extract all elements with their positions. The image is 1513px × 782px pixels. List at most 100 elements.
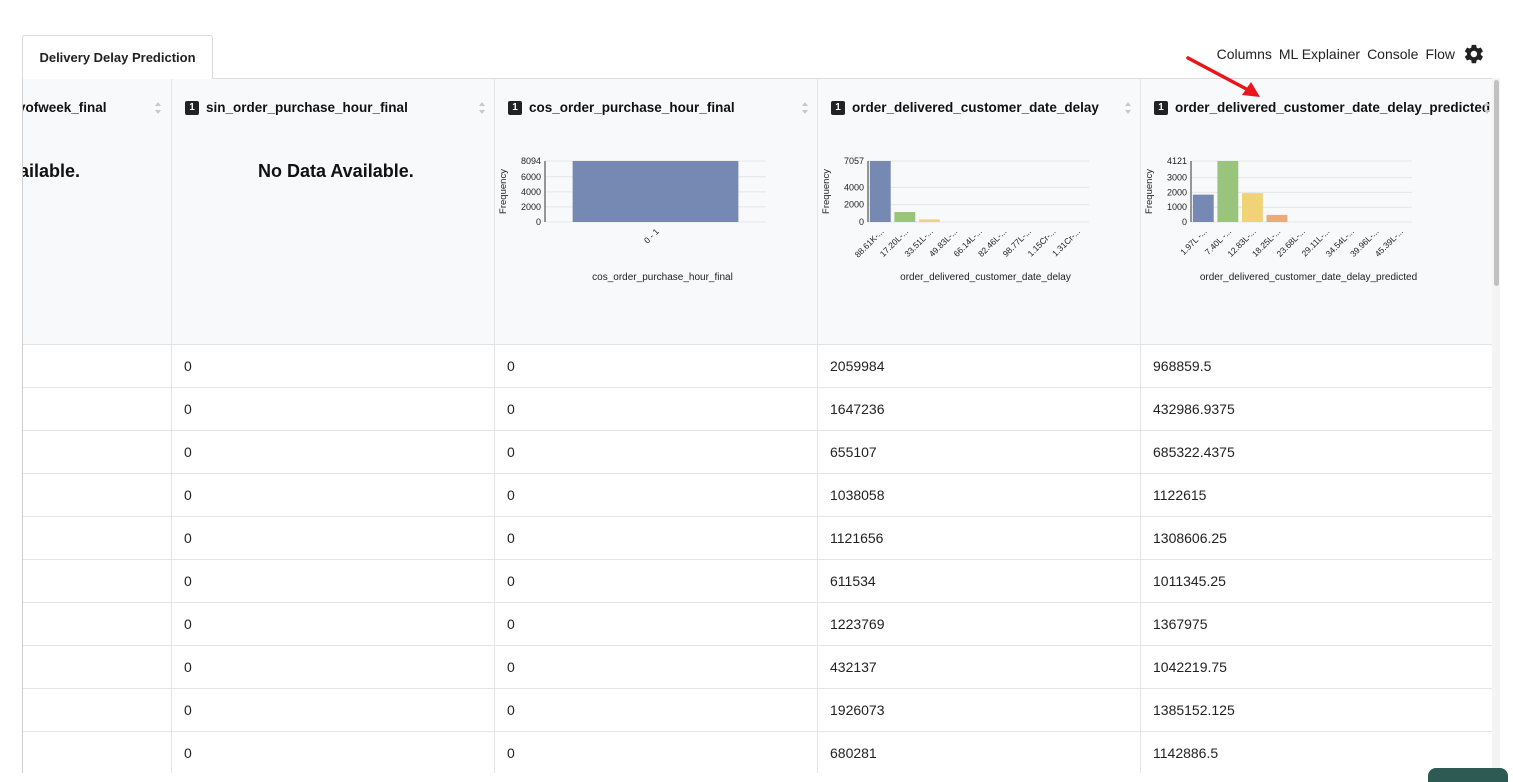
table-cell[interactable]	[23, 431, 171, 474]
table-cell[interactable]	[23, 689, 171, 732]
chat-widget-button[interactable]	[1428, 768, 1508, 782]
table-cell[interactable]: 0	[172, 732, 494, 773]
table-cell[interactable]: 1042219.75	[1141, 646, 1500, 689]
y-tick-label: 2000	[1167, 187, 1187, 197]
table-cell[interactable]: 1926073	[818, 689, 1140, 732]
sort-icon[interactable]	[154, 101, 162, 115]
table-cell[interactable]: 0	[495, 474, 817, 517]
ml-explainer-link[interactable]: ML Explainer	[1278, 46, 1361, 62]
table-cell[interactable]: 0	[495, 517, 817, 560]
y-tick-label: 2000	[844, 200, 864, 210]
table-cell[interactable]: 0	[495, 560, 817, 603]
columns-link[interactable]: Columns	[1216, 46, 1272, 62]
data-grid: yofweek_final ailable. 1 sin_order_purcha…	[22, 78, 1500, 773]
table-cell[interactable]: 1038058	[818, 474, 1140, 517]
table-cell[interactable]: 0	[172, 431, 494, 474]
table-cell[interactable]: 0	[495, 431, 817, 474]
console-link[interactable]: Console	[1367, 46, 1419, 62]
table-cell[interactable]	[23, 517, 171, 560]
column-cells	[23, 345, 171, 773]
histogram-bar[interactable]	[572, 161, 739, 222]
table-cell[interactable]: 1647236	[818, 388, 1140, 431]
table-cell[interactable]: 0	[172, 689, 494, 732]
flow-link[interactable]: Flow	[1425, 46, 1455, 62]
table-cell[interactable]: 0	[172, 517, 494, 560]
table-cell[interactable]: 1121656	[818, 517, 1140, 560]
vertical-scrollbar-thumb[interactable]	[1494, 80, 1499, 286]
tab-delivery-delay-prediction[interactable]: Delivery Delay Prediction	[22, 35, 213, 79]
table-cell[interactable]: 685322.4375	[1141, 431, 1500, 474]
histogram-chart: 020004000705788.61K-...17.20L-...33.51L-…	[821, 156, 1089, 283]
table-cell[interactable]: 0	[172, 646, 494, 689]
sort-icon[interactable]	[478, 101, 486, 115]
top-nav: Columns ML Explainer Console Flow	[1217, 40, 1485, 68]
histogram-bar[interactable]	[869, 161, 891, 222]
sort-icon[interactable]	[1124, 101, 1132, 115]
table-cell[interactable]: 0	[172, 474, 494, 517]
vertical-scrollbar-track[interactable]	[1492, 78, 1500, 773]
table-cell[interactable]: 680281	[818, 732, 1140, 773]
table-cell[interactable]: 0	[495, 388, 817, 431]
table-cell[interactable]: 0	[495, 603, 817, 646]
table-cell[interactable]: 1122615	[1141, 474, 1500, 517]
histogram-bar[interactable]	[918, 219, 940, 222]
table-cell[interactable]	[23, 474, 171, 517]
table-cell[interactable]: 0	[172, 603, 494, 646]
numeric-type-icon: 1	[185, 100, 199, 115]
histogram-bar[interactable]	[1192, 194, 1214, 222]
table-cell[interactable]: 1142886.5	[1141, 732, 1500, 773]
table-cell[interactable]: 0	[172, 560, 494, 603]
sort-icon[interactable]	[801, 101, 809, 115]
table-cell[interactable]: 2059984	[818, 345, 1140, 388]
column-header[interactable]: 1 order_delivered_customer_date_delay 0 20…	[818, 79, 1140, 345]
table-cell[interactable]: 0	[495, 689, 817, 732]
column-header[interactable]: 1 order_delivered_customer_date_delay_pre…	[1141, 79, 1500, 345]
column-header[interactable]: 1 cos_order_purchase_hour_final 0 2000 4000…	[495, 79, 817, 345]
table-cell[interactable]: 432137	[818, 646, 1140, 689]
table-cell[interactable]	[23, 388, 171, 431]
table-cell[interactable]: 1385152.125	[1141, 689, 1500, 732]
column-dayofweek-final: yofweek_final ailable.	[23, 79, 172, 773]
table-cell[interactable]: 1011345.25	[1141, 560, 1500, 603]
sort-icon[interactable]	[1483, 101, 1491, 115]
column-header[interactable]: 1 sin_order_purchase_hour_final No Data A…	[172, 79, 494, 345]
gear-icon[interactable]	[1463, 43, 1485, 65]
red-arrow-annotation	[1186, 56, 1260, 97]
histogram-bar[interactable]	[1217, 161, 1239, 222]
table-cell[interactable]	[23, 345, 171, 388]
table-cell[interactable]: 611534	[818, 560, 1140, 603]
table-cell[interactable]	[23, 603, 171, 646]
column-sin-order-purchase-hour-final: 1 sin_order_purchase_hour_final No Data A…	[172, 79, 495, 773]
table-cell[interactable]: 1308606.25	[1141, 517, 1500, 560]
x-tick-label: 0 - 1	[642, 226, 661, 245]
table-cell[interactable]: 0	[495, 345, 817, 388]
table-cell[interactable]: 0	[495, 732, 817, 773]
table-cell[interactable]: 1367975	[1141, 603, 1500, 646]
table-cell[interactable]: 655107	[818, 431, 1140, 474]
numeric-type-icon: 1	[508, 100, 522, 115]
y-tick-label: 7057	[844, 156, 864, 166]
table-cell[interactable]	[23, 732, 171, 773]
table-cell[interactable]: 0	[495, 646, 817, 689]
column-title: 1 order_delivered_customer_date_delay	[831, 100, 1099, 115]
histogram-bar[interactable]	[1266, 214, 1288, 222]
column-title: 1 order_delivered_customer_date_delay_pre…	[1154, 100, 1490, 115]
x-axis-label: cos_order_purchase_hour_final	[592, 272, 733, 283]
histogram-bar[interactable]	[894, 212, 916, 222]
table-cell[interactable]	[23, 560, 171, 603]
histogram-bar[interactable]	[1241, 193, 1263, 222]
x-axis-label: order_delivered_customer_date_delay_pred…	[1200, 272, 1417, 283]
column-cells: 2059984 1647236 655107 1038058 1121656 611534…	[818, 345, 1140, 773]
column-header[interactable]: yofweek_final ailable.	[23, 79, 171, 345]
table-cell[interactable]: 1223769	[818, 603, 1140, 646]
y-tick-label: 2000	[521, 202, 541, 212]
y-tick-label: 4000	[521, 187, 541, 197]
table-cell[interactable]: 0	[172, 388, 494, 431]
table-cell[interactable]: 968859.5	[1141, 345, 1500, 388]
table-cell[interactable]	[23, 646, 171, 689]
table-cell[interactable]: 432986.9375	[1141, 388, 1500, 431]
column-title: 1 cos_order_purchase_hour_final	[508, 100, 735, 115]
table-cell[interactable]: 0	[172, 345, 494, 388]
